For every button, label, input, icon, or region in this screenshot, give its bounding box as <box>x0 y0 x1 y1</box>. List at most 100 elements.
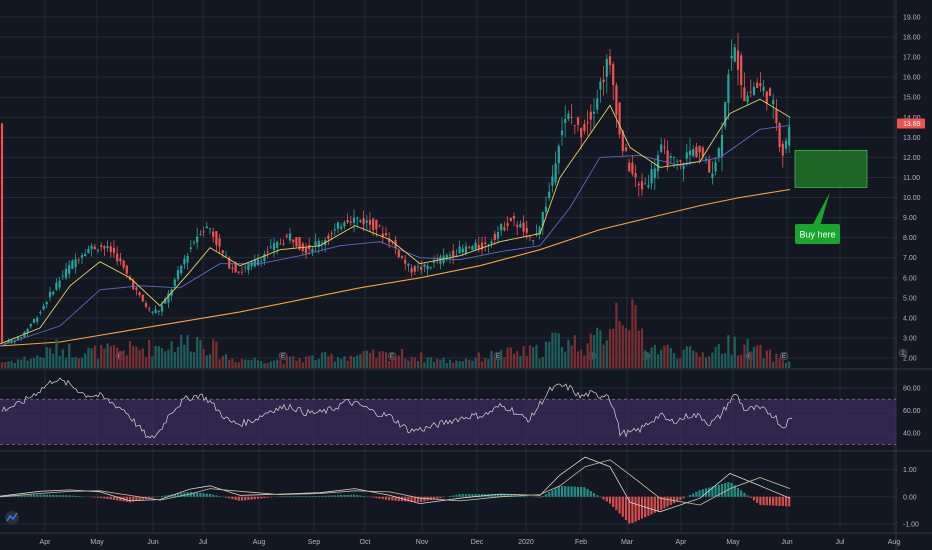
volume-bar <box>144 356 148 368</box>
macd-histogram-bar <box>199 493 202 497</box>
candle-body <box>202 231 205 233</box>
macd-histogram-bar <box>119 496 122 501</box>
candle-body <box>676 160 679 162</box>
candle-body <box>493 234 496 240</box>
volume-bar <box>727 335 730 368</box>
volume-bar <box>160 348 164 368</box>
macd-pane[interactable] <box>0 456 791 524</box>
macd-histogram-bar <box>109 496 112 500</box>
candle-body <box>125 265 128 274</box>
candle-body <box>592 111 596 114</box>
candle-body <box>237 271 240 273</box>
candle-body <box>116 253 119 262</box>
macd-histogram-bar <box>692 493 695 497</box>
volume-bar <box>740 354 743 368</box>
candle-body <box>599 81 602 90</box>
candle-body <box>68 265 71 274</box>
volume-bar <box>340 359 343 368</box>
volume-bar <box>532 347 535 368</box>
macd-histogram-bar <box>282 496 285 497</box>
volume-bar <box>653 345 656 368</box>
volume-bar <box>64 357 68 368</box>
candle-body <box>487 244 490 246</box>
volume-bar <box>423 362 426 368</box>
volume-bar <box>301 362 304 368</box>
macd-histogram-bar <box>26 495 29 497</box>
candle-body <box>583 123 586 132</box>
macd-histogram-bar <box>586 488 589 497</box>
volume-bar <box>128 341 132 368</box>
last-price-label: 13.69 <box>903 121 921 128</box>
candle-body <box>477 244 480 249</box>
candle-body <box>26 328 29 333</box>
buy-zone-annotation[interactable]: Buy here <box>794 149 868 244</box>
macd-signal-line <box>0 459 791 506</box>
price-axis-label: 10.00 <box>903 195 921 202</box>
candle-body <box>176 270 180 280</box>
rsi-pane[interactable] <box>0 377 896 445</box>
candle-body <box>768 88 772 96</box>
volume-bar <box>432 362 436 368</box>
candle-body <box>596 98 599 110</box>
candle-body <box>74 259 77 268</box>
price-pane[interactable]: EEEEEEEE <box>0 32 791 361</box>
volume-bar <box>138 349 141 368</box>
volume-bar <box>208 354 212 368</box>
macd-histogram-bar <box>589 491 592 497</box>
candle-body <box>612 64 615 85</box>
candle-body <box>423 264 426 267</box>
volume-bar <box>474 357 477 368</box>
candle-body <box>330 232 333 234</box>
volume-bar <box>516 351 519 368</box>
candle-body <box>650 169 653 184</box>
time-axis-label: Feb <box>575 539 587 546</box>
volume-bar <box>7 361 10 368</box>
time-axis-label: Apr <box>676 539 688 546</box>
volume-bar <box>84 353 87 368</box>
volume-bar <box>768 349 772 368</box>
candle-body <box>429 267 432 269</box>
volume-bar <box>608 329 612 368</box>
volume-bar <box>650 347 653 368</box>
candle-body <box>548 191 551 199</box>
macd-histogram-bar <box>116 496 119 501</box>
candle-body <box>448 255 452 257</box>
macd-histogram-bar <box>624 496 628 521</box>
ma-fast-line <box>0 98 791 345</box>
macd-histogram-bar <box>359 495 362 497</box>
candle-body <box>480 242 484 250</box>
rsi-axis-label: 80.00 <box>903 385 921 392</box>
volume-bar <box>77 358 80 368</box>
candle-body <box>522 222 525 232</box>
macd-histogram-bar <box>519 495 522 497</box>
volume-bar <box>42 357 45 368</box>
candle-body <box>276 241 279 248</box>
candle-body <box>445 255 448 259</box>
macd-histogram-bar <box>672 496 676 504</box>
macd-histogram-bar <box>423 496 426 502</box>
macd-histogram-bar <box>256 496 260 499</box>
candle-body <box>317 240 320 248</box>
macd-histogram-bar <box>356 494 359 497</box>
macd-histogram-bar <box>752 496 756 501</box>
time-axis-label: Apr <box>40 539 52 546</box>
macd-histogram-bar <box>352 494 356 497</box>
tradingview-logo-icon[interactable] <box>5 511 19 525</box>
candle-body <box>512 216 516 219</box>
volume-bar <box>701 352 704 368</box>
volume-bar <box>157 346 160 368</box>
candle-body <box>701 147 704 157</box>
volume-bar <box>109 346 112 368</box>
volume-bar <box>269 361 272 368</box>
volume-bar <box>205 355 208 368</box>
macd-histogram-bar <box>208 494 212 497</box>
volume-bar <box>576 351 580 368</box>
macd-histogram-bar <box>295 496 298 497</box>
time-axis-label: Jul <box>836 539 845 546</box>
candle-body <box>167 293 170 303</box>
volume-bar <box>762 358 765 368</box>
macd-histogram-bar <box>112 496 116 500</box>
volume-bar <box>276 359 279 368</box>
volume-bar <box>391 355 394 368</box>
